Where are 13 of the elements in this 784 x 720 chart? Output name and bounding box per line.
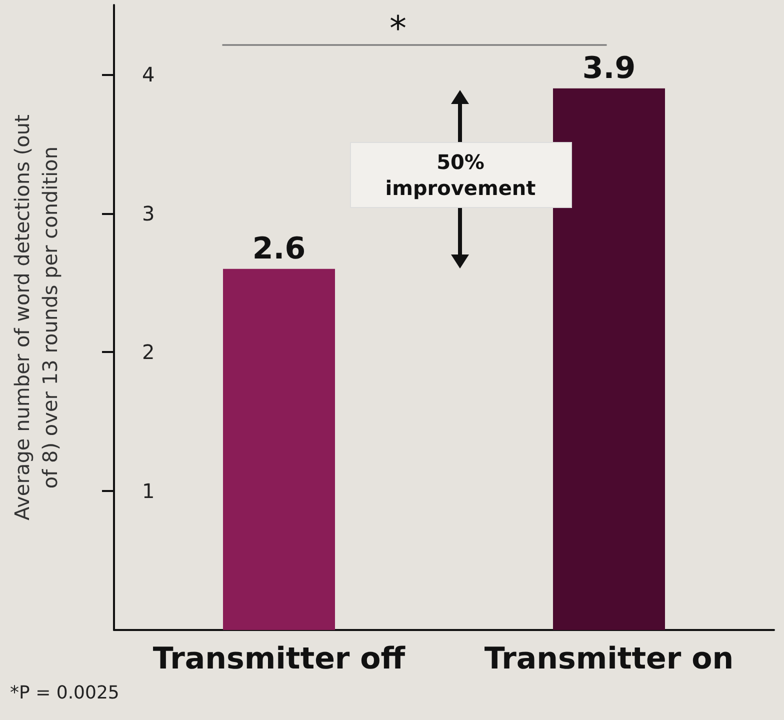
y-tick-label: 4 xyxy=(142,62,155,86)
y-axis-title: Average number of word detections (out of 8) over 13 rounds per condition xyxy=(10,114,62,520)
label-box: 50% improvement xyxy=(350,142,572,208)
y-tick-label: 3 xyxy=(142,201,155,226)
x-tick-label: Transmitter on xyxy=(484,642,734,676)
y-tick-label: 2 xyxy=(142,340,155,364)
annotation: * xyxy=(390,9,406,49)
data-label: 2.6 xyxy=(252,231,306,266)
data-label: 3.9 xyxy=(582,50,636,86)
x-tick-label: Transmitter off xyxy=(152,642,406,676)
text: *P = 0.0025 xyxy=(10,682,120,704)
annotation: 50% improvement xyxy=(384,148,537,201)
y-tick-label: 1 xyxy=(142,479,155,504)
